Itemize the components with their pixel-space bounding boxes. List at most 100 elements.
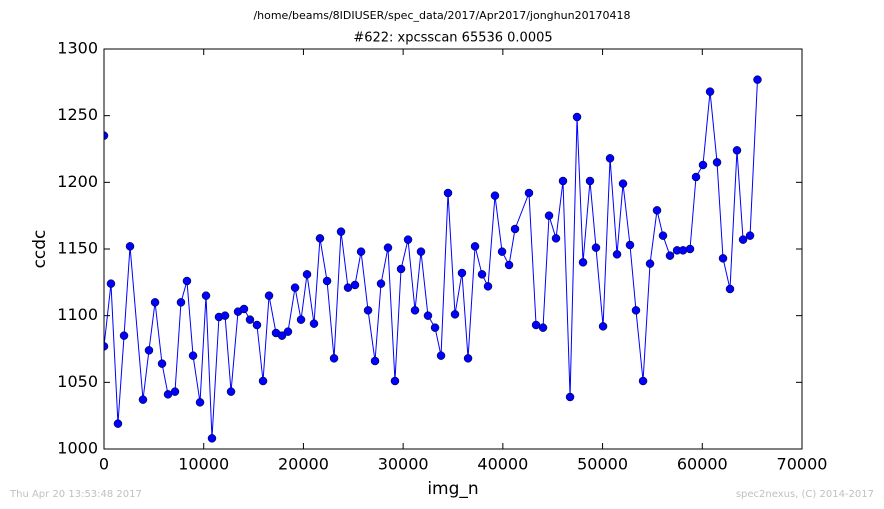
data-point (665, 251, 675, 260)
data-point (336, 227, 346, 236)
data-point (497, 247, 507, 256)
x-tick-label: 20000 (278, 455, 329, 474)
footer-right: spec2nexus, (C) 2014-2017 (736, 489, 874, 500)
plot-area (104, 75, 762, 443)
data-point (578, 258, 588, 267)
axes-frame (103, 48, 803, 450)
data-point (356, 247, 366, 256)
data-point (470, 242, 480, 251)
y-tick-label: 1050 (57, 372, 98, 391)
x-tick-label: 60000 (677, 455, 728, 474)
data-point (258, 376, 268, 386)
y-axis-label: ccdc (30, 230, 50, 269)
data-point (504, 260, 514, 270)
data-point (252, 320, 262, 330)
data-point (363, 306, 373, 315)
data-point (658, 231, 668, 240)
data-point (718, 254, 728, 263)
chart-title: #622: xpcsscan 65536 0.0005 (353, 31, 552, 46)
data-point (104, 131, 109, 140)
y-tick-label: 1300 (57, 39, 98, 58)
data-point (565, 392, 575, 402)
data-point (612, 250, 622, 259)
data-point (725, 284, 735, 294)
data-point (450, 310, 460, 319)
data-line (104, 79, 758, 439)
data-point (745, 231, 755, 240)
x-tick-label: 50000 (577, 455, 628, 474)
data-point (296, 315, 306, 324)
data-point (329, 354, 339, 363)
data-point (483, 282, 493, 291)
data-point (207, 434, 217, 443)
data-point (598, 322, 608, 331)
data-point (138, 395, 148, 404)
data-point (416, 247, 426, 256)
data-point (585, 176, 595, 186)
data-point (625, 240, 635, 250)
data-point (383, 243, 393, 252)
data-point (618, 179, 628, 188)
data-point (226, 387, 236, 396)
data-point (423, 311, 433, 320)
data-point (119, 331, 129, 340)
data-point (403, 235, 413, 244)
data-point (678, 246, 688, 255)
data-point (396, 264, 406, 274)
data-point (538, 323, 548, 332)
data-point (150, 298, 160, 307)
data-point (309, 319, 319, 328)
x-tick-label: 0 (99, 455, 109, 474)
data-point (239, 304, 249, 314)
y-tick-label: 1000 (57, 439, 98, 458)
data-point (170, 387, 180, 396)
data-point (645, 259, 655, 268)
x-tick-label: 30000 (378, 455, 429, 474)
data-point (490, 191, 500, 200)
data-point (705, 87, 715, 96)
data-point (698, 160, 708, 170)
data-point (376, 279, 386, 288)
data-point (558, 176, 568, 186)
data-point (631, 306, 641, 315)
data-point (638, 376, 648, 386)
data-point (370, 356, 380, 366)
data-point (188, 351, 198, 360)
data-point (443, 188, 453, 198)
data-point (125, 242, 135, 251)
data-point (691, 172, 701, 182)
data-point (510, 224, 520, 234)
data-point (685, 244, 695, 254)
x-tick-label: 70000 (777, 455, 828, 474)
y-tick-label: 1250 (57, 105, 98, 124)
data-point (712, 158, 722, 167)
data-point (182, 276, 192, 286)
data-point (220, 311, 230, 320)
data-point (544, 211, 554, 220)
data-point (436, 351, 446, 360)
x-tick-label: 10000 (178, 455, 229, 474)
data-point (572, 112, 582, 122)
data-point (264, 291, 274, 300)
data-point (157, 359, 167, 368)
x-tick-label: 40000 (477, 455, 528, 474)
data-point (290, 283, 300, 292)
data-point (322, 276, 332, 286)
data-point (591, 243, 601, 252)
data-point (315, 234, 325, 243)
data-point (113, 419, 123, 428)
data-point (144, 346, 154, 355)
y-tick-label: 1200 (57, 172, 98, 191)
data-point (277, 331, 287, 340)
data-point (195, 398, 205, 407)
data-point (410, 306, 420, 315)
data-point (302, 270, 312, 279)
data-point (457, 268, 467, 278)
data-point (201, 291, 211, 300)
data-point (524, 188, 534, 198)
x-axis-label: img_n (427, 479, 478, 499)
data-point (245, 315, 255, 324)
data-point (283, 327, 293, 336)
data-point (430, 323, 440, 332)
data-point (104, 342, 109, 351)
